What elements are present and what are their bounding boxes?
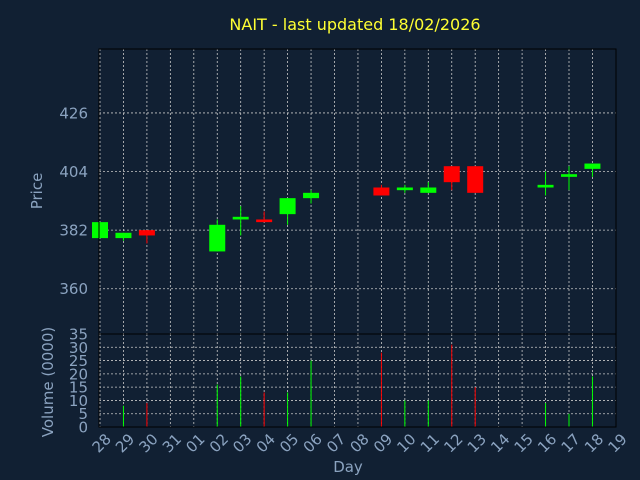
candle-body [396, 187, 413, 191]
candle-body [92, 222, 108, 239]
day-tick-label: 01 [182, 430, 208, 456]
candle-11 [420, 182, 437, 193]
price-tick-label: 360 [59, 280, 88, 298]
volume-tick-label: 35 [69, 326, 88, 344]
candle-body [443, 166, 460, 183]
day-tick-label: 15 [511, 430, 537, 456]
candle-18 [584, 163, 601, 177]
volume-plot-frame [98, 333, 617, 428]
day-tick-label: 30 [135, 430, 161, 456]
volume-bars [122, 344, 593, 427]
day-tick-label: 17 [558, 430, 584, 456]
candle-12 [443, 166, 460, 191]
candle-body [584, 163, 601, 169]
day-tick-label: 12 [440, 430, 466, 456]
candle-05 [279, 198, 296, 225]
day-tick-label: 14 [487, 430, 513, 456]
day-tick-labels: 2829303101020304050607080910111213141516… [89, 430, 631, 456]
candle-body [115, 232, 132, 239]
candle-16 [537, 171, 554, 196]
chart-title: NAIT - last updated 18/02/2026 [229, 15, 480, 34]
candle-28 [92, 222, 108, 239]
candle-body [561, 174, 577, 177]
price-plot-frame [98, 48, 617, 335]
candle-body [303, 192, 320, 199]
day-axis-label: Day [333, 458, 363, 476]
day-tick-label: 28 [89, 430, 115, 456]
price-tick-label: 426 [59, 104, 88, 122]
price-tick-labels: 360 382 404 426 [59, 104, 88, 298]
day-tick-label: 08 [347, 430, 373, 456]
candle-17 [561, 166, 577, 191]
volume-tick-label: 25 [69, 352, 88, 370]
candle-03 [232, 206, 249, 236]
volume-tick-label: 30 [69, 339, 88, 357]
day-tick-label: 18 [581, 430, 607, 456]
volume-tick-label: 10 [69, 392, 88, 410]
candle-body [537, 184, 554, 188]
day-tick-label: 11 [417, 430, 443, 456]
day-tick-label: 19 [604, 430, 630, 456]
volume-tick-label: 20 [69, 365, 88, 383]
price-tick-label: 404 [59, 163, 88, 181]
day-tick-label: 16 [534, 430, 560, 456]
candle-body [420, 187, 437, 193]
day-tick-label: 29 [112, 430, 138, 456]
volume-tick-label: 0 [78, 419, 88, 437]
day-tick-label: 13 [464, 430, 490, 456]
price-panel: 360 382 404 426 Price [28, 48, 617, 335]
candle-body [256, 219, 273, 223]
candle-02 [209, 219, 226, 252]
volume-tick-label: 15 [69, 379, 88, 397]
candle-30 [138, 230, 155, 244]
candle-29 [115, 232, 132, 241]
day-tick-label: 07 [323, 430, 349, 456]
day-tick-label: 05 [276, 430, 302, 456]
price-axis-label: Price [28, 173, 46, 210]
candle-body [279, 198, 296, 215]
day-tick-label: 02 [206, 430, 232, 456]
day-tick-label: 03 [229, 430, 255, 456]
day-tick-label: 10 [393, 430, 419, 456]
candle-06 [303, 190, 320, 204]
price-grid [99, 49, 617, 334]
candle-10 [396, 184, 413, 193]
volume-grid [99, 334, 617, 427]
day-tick-label: 04 [253, 430, 279, 456]
candle-body [373, 187, 390, 196]
candle-body [209, 224, 226, 252]
day-tick-label: 06 [300, 430, 326, 456]
candle-body [232, 216, 249, 220]
volume-axis-label: Volume (0000) [39, 327, 57, 437]
candle-09 [373, 184, 390, 196]
candle-body [467, 166, 484, 193]
candle-13 [467, 166, 484, 193]
day-tick-label: 09 [370, 430, 396, 456]
candle-04 [256, 211, 273, 223]
price-tick-label: 382 [59, 222, 88, 240]
candles [92, 163, 601, 252]
volume-tick-label: 5 [78, 405, 88, 423]
day-tick-label: 31 [159, 430, 185, 456]
candle-body [138, 230, 155, 236]
